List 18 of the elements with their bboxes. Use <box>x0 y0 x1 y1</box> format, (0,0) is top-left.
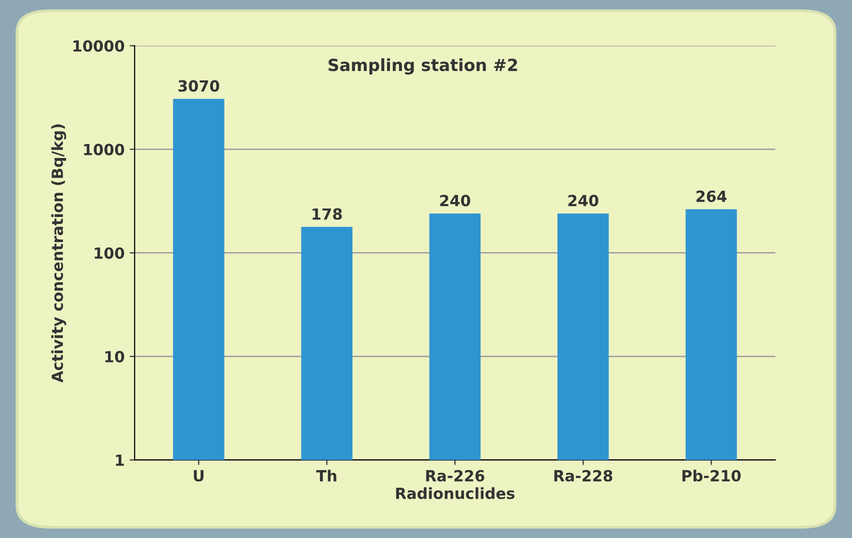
y-axis-title: Activity concentration (Bq/kg) <box>51 124 66 383</box>
y-tick-label: 10000 <box>73 40 124 52</box>
text: Sampling station #2 <box>328 58 518 75</box>
x-tick-label: Ra-226 <box>426 470 484 482</box>
y-tick-label: 10 <box>105 350 124 362</box>
x-tick-label: Pb-210 <box>682 470 741 482</box>
x-tick-label: U <box>194 470 204 482</box>
data-label: 264 <box>696 190 726 202</box>
data-label: 178 <box>312 208 342 220</box>
y-tick-label: 1 <box>116 454 124 466</box>
data-label: 3070 <box>178 80 220 92</box>
x-tick-label: Th <box>316 470 336 482</box>
y-tick-label: 1000 <box>84 144 124 156</box>
data-label: 240 <box>568 194 598 206</box>
x-tick-label: Ra-228 <box>554 470 612 482</box>
x-axis-title: Radionuclides <box>396 487 514 500</box>
y-tick-label: 100 <box>94 247 124 259</box>
data-label: 240 <box>440 194 470 206</box>
